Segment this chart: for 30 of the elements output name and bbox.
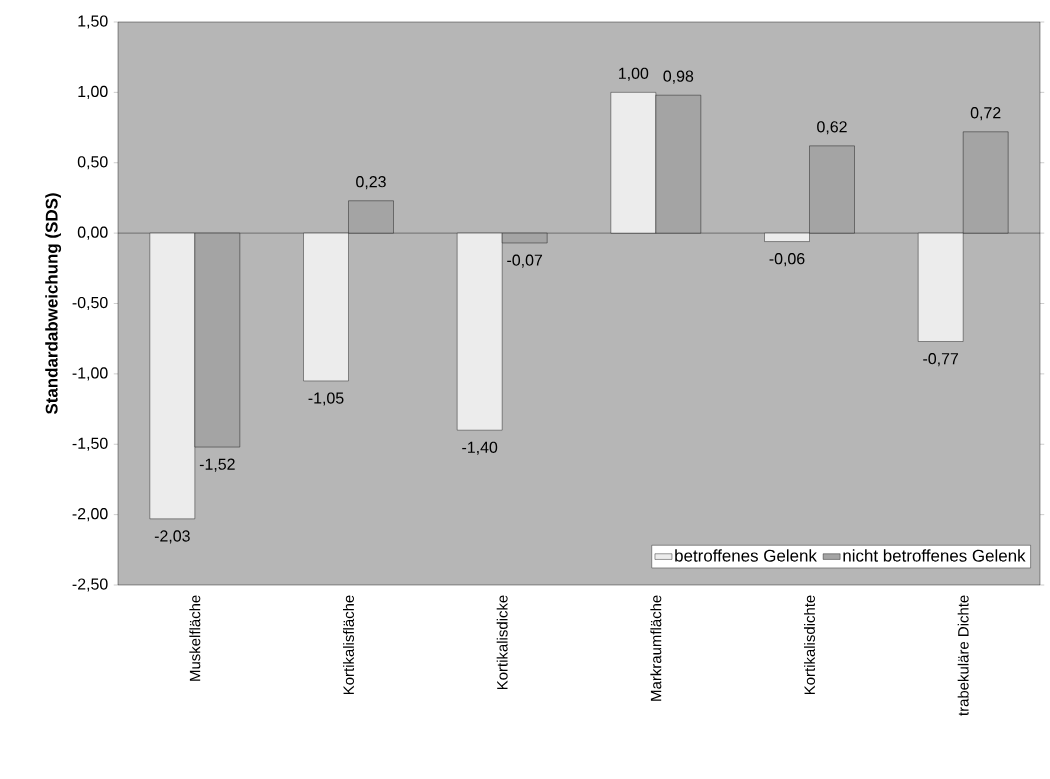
y-tick-label: 0,50 (77, 156, 108, 170)
x-tick-label: Markraumfläche (650, 595, 662, 701)
y-tick-label: 1,50 (78, 15, 108, 29)
data-label: 0,98 (663, 70, 694, 84)
y-tick-label: -2,50 (72, 578, 108, 592)
legend-label: nicht betroffenes Gelenk (843, 549, 1026, 562)
data-label: -0,07 (507, 254, 543, 268)
x-tick-label: Kortikalisfläche (343, 595, 354, 695)
data-label: 0,62 (817, 121, 847, 135)
y-tick-label: 1,00 (78, 85, 108, 99)
data-label: 1,00 (619, 67, 649, 81)
y-axis-title: Standardabweichung (SDS) (45, 193, 62, 415)
x-tick-label: Muskelfläche (189, 595, 201, 681)
y-tick-label: -0,50 (72, 296, 108, 311)
x-tick-label: Kortikalisdicke (496, 595, 508, 690)
data-label: 0,23 (356, 176, 386, 190)
y-tick-label: -1,00 (72, 367, 108, 381)
y-tick-label: -2,00 (72, 508, 108, 522)
data-label: -1,40 (462, 441, 498, 455)
y-tick-label: -1,50 (72, 437, 108, 451)
data-label: -1,05 (308, 392, 344, 406)
legend-label: betroffenes Gelenk (675, 549, 817, 562)
data-label: -0,06 (769, 253, 805, 267)
data-label: -1,52 (199, 458, 235, 472)
x-tick-label: trabekuläre Dichte (957, 595, 969, 716)
data-label: 0,72 (970, 107, 1001, 121)
y-tick-label: 0,00 (77, 226, 108, 240)
data-label: -0,77 (923, 353, 959, 367)
data-label: -2,03 (154, 530, 190, 544)
x-tick-label: Kortikalisdichte (804, 595, 815, 695)
